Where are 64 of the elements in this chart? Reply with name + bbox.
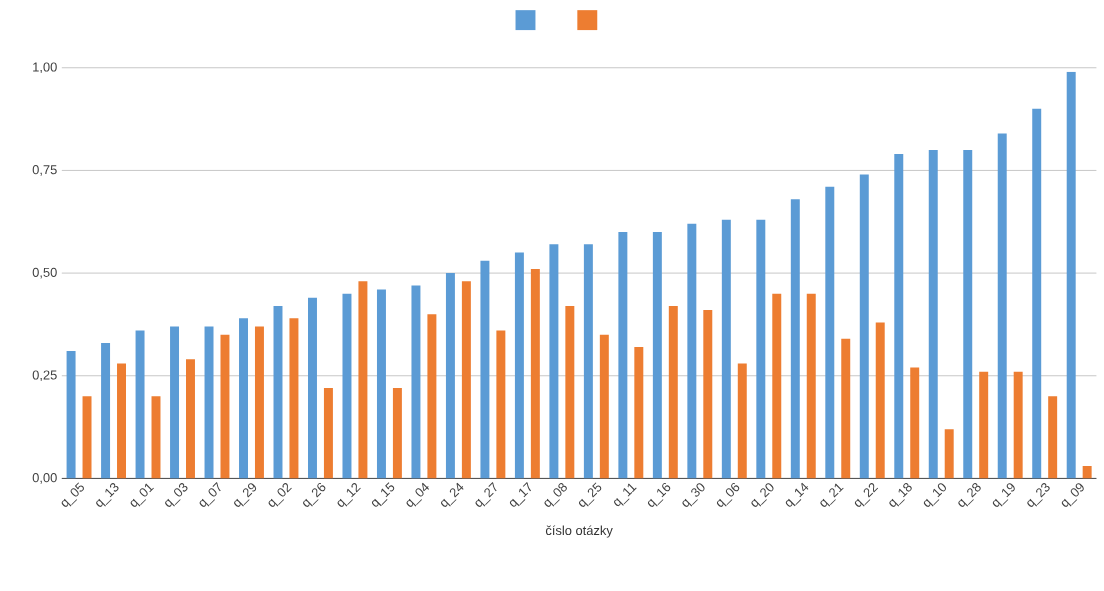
- bar: [308, 297, 317, 479]
- bar: [928, 149, 938, 479]
- bar: [289, 318, 299, 479]
- bar: [135, 330, 145, 479]
- bar: [859, 174, 869, 479]
- bar: [944, 429, 954, 479]
- bar: [66, 351, 76, 479]
- bar: [703, 310, 713, 479]
- bar: [101, 342, 111, 479]
- bar: [239, 318, 248, 479]
- bar: [583, 244, 593, 479]
- x-axis-title: číslo otázky: [545, 525, 613, 538]
- bar: [254, 326, 264, 479]
- bar: [979, 371, 989, 479]
- bar: [634, 346, 644, 479]
- bar: [186, 359, 195, 479]
- bar: [376, 289, 386, 479]
- bar: [1066, 71, 1076, 479]
- bar: [427, 314, 437, 479]
- bar: [894, 153, 904, 479]
- y-tick-label: 0,75: [32, 165, 57, 176]
- y-tick-label: 0,00: [32, 473, 57, 484]
- y-tick-label: 0,25: [32, 370, 57, 382]
- bar: [599, 334, 609, 479]
- bar: [825, 186, 835, 479]
- bar: [411, 285, 421, 479]
- bar: [514, 252, 524, 479]
- bar: [549, 244, 559, 479]
- bar: [790, 199, 800, 479]
- bar: [737, 363, 747, 479]
- bar: [910, 367, 920, 479]
- bar: [461, 281, 471, 479]
- bar: [204, 326, 214, 479]
- bar: [806, 293, 816, 479]
- bar: [323, 388, 333, 479]
- bar: [342, 293, 352, 479]
- bar: [496, 330, 506, 479]
- bar: [721, 219, 731, 479]
- bar: [1082, 466, 1092, 479]
- bar: [875, 322, 885, 479]
- bar: [358, 281, 368, 479]
- bar: [530, 268, 540, 479]
- bar: [1048, 396, 1058, 479]
- bar: [963, 149, 973, 479]
- bar: [618, 232, 628, 479]
- bar: [117, 363, 126, 479]
- bar: [445, 273, 455, 479]
- bar: [1013, 371, 1023, 479]
- bar: [997, 133, 1007, 479]
- y-tick-label: 0,50: [32, 267, 57, 279]
- bar: [565, 305, 575, 479]
- bar: [170, 326, 180, 479]
- bar: [841, 338, 851, 479]
- bar: [1032, 108, 1042, 479]
- bar: [772, 293, 782, 479]
- y-tick-label: 1,00: [33, 62, 57, 74]
- bar: [220, 334, 230, 479]
- bar: [392, 388, 402, 479]
- bar: [480, 260, 490, 479]
- bar: [652, 232, 662, 479]
- bar: [756, 219, 766, 479]
- bar: [687, 223, 697, 479]
- bar: [668, 305, 678, 479]
- bar: [82, 396, 92, 479]
